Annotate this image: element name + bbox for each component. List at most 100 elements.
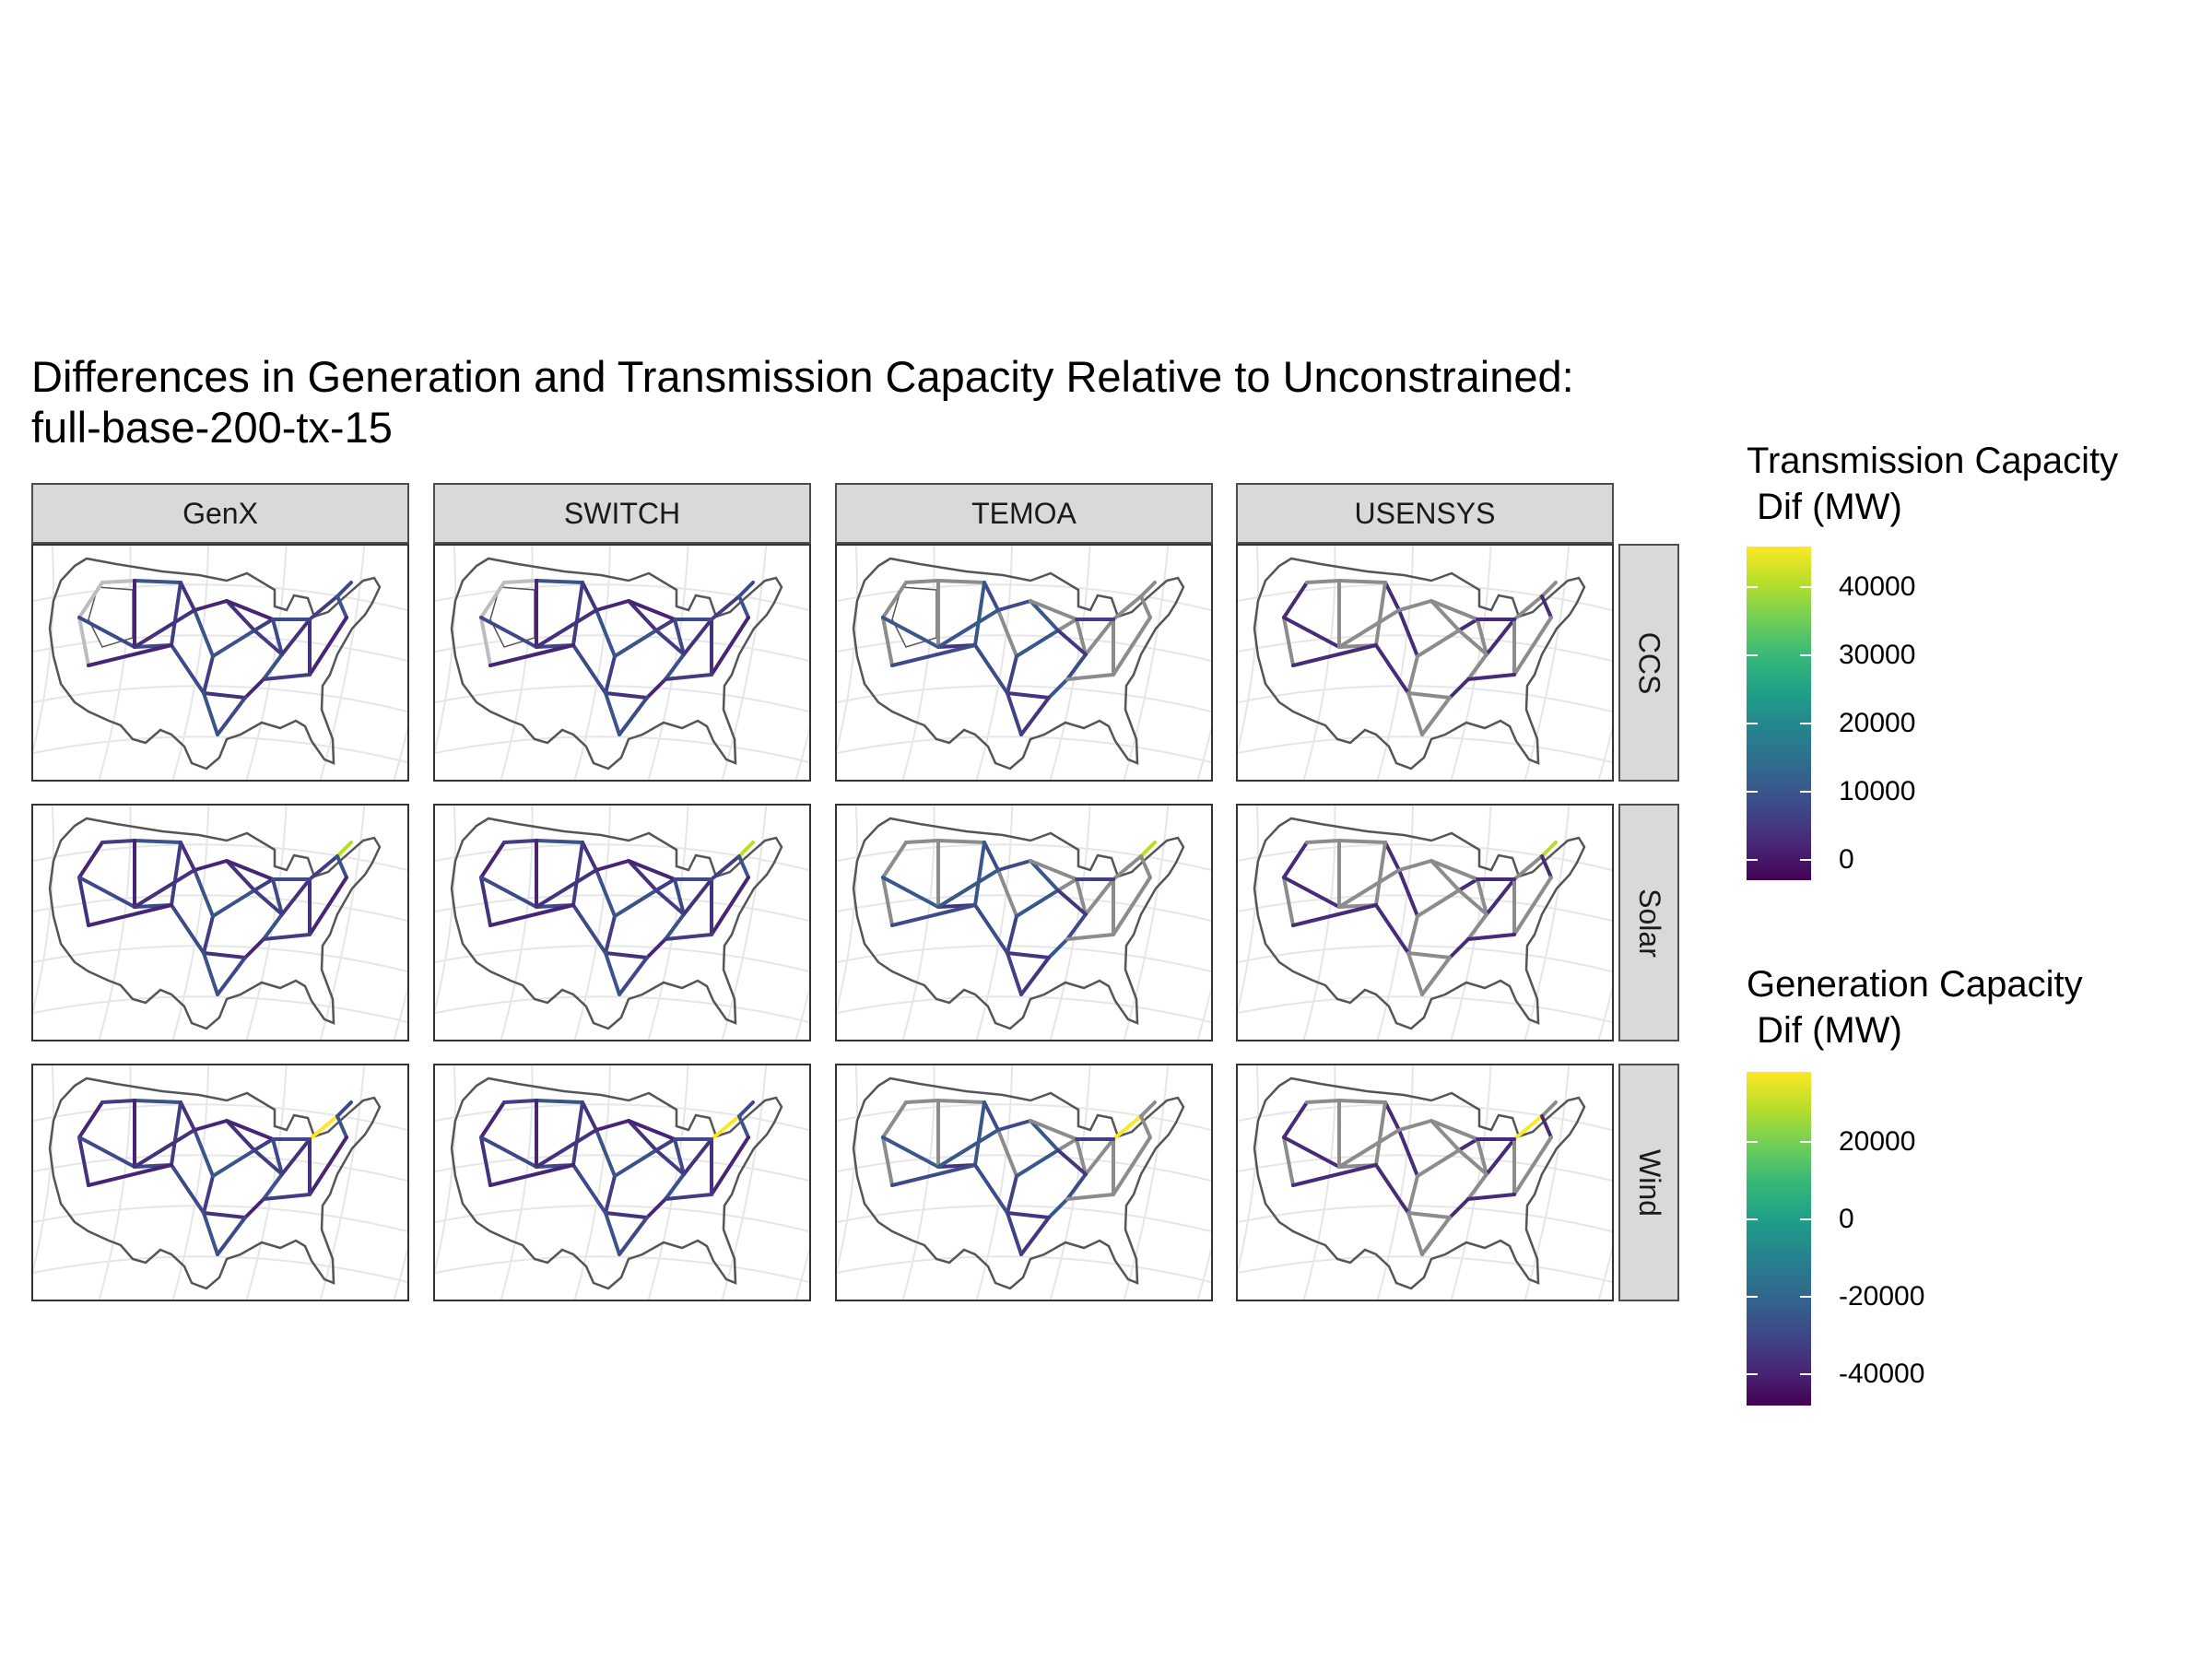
transmission-line [654, 888, 686, 916]
transmission-line [1397, 608, 1419, 658]
transmission-line [335, 581, 353, 598]
transmission-line [936, 608, 1000, 649]
transmission-line [280, 877, 312, 916]
transmission-line [1056, 877, 1078, 892]
transmission-line [1406, 691, 1424, 736]
graticule-line [1238, 583, 1612, 611]
graticule-line [837, 1205, 1211, 1232]
transmission-line [1406, 914, 1419, 955]
graticule-line [1196, 726, 1211, 780]
transmission-line [1374, 1100, 1387, 1167]
transmission-line [627, 1119, 658, 1152]
us-map [435, 806, 809, 1040]
transmission-line [1406, 1211, 1424, 1256]
transmission-line [1430, 1119, 1461, 1152]
transmission-line [1065, 912, 1088, 941]
transmission-line [1112, 594, 1143, 621]
transmission-line [881, 616, 940, 649]
transmission-line [1337, 579, 1387, 584]
generation-tick-label: 20000 [1839, 1125, 1916, 1157]
transmission-line [262, 1172, 284, 1201]
country-outline [1253, 1077, 1586, 1290]
transmission-line [627, 599, 658, 632]
generation-tick-mark [1747, 1296, 1758, 1299]
transmission-line [271, 618, 284, 656]
transmission-line [1075, 618, 1088, 656]
transmission-line [77, 616, 90, 667]
transmission-line [1430, 599, 1461, 632]
transmission-line [904, 579, 940, 584]
graticule-line [33, 843, 407, 871]
transmission-line [202, 951, 219, 996]
transmission-line [664, 933, 713, 941]
transmission-line [1112, 616, 1152, 677]
transmission-line [225, 1119, 275, 1141]
transmission-line [1056, 629, 1088, 656]
transmission-line [216, 956, 247, 996]
transmission-line [1006, 951, 1023, 996]
transmission-line [202, 654, 215, 695]
transmission-line [211, 888, 256, 918]
transmission-line [1457, 1137, 1479, 1152]
transmission-line [87, 643, 173, 667]
map-panel-genx-wind [31, 1064, 409, 1301]
transmission-line [170, 903, 206, 955]
transmission-line [502, 839, 538, 844]
map-panel-switch-wind [433, 1064, 811, 1301]
graticule-line [393, 726, 407, 780]
transmission-line [1457, 1148, 1488, 1176]
graticule-line [33, 685, 407, 712]
us-map [837, 1065, 1211, 1300]
transmission-line [996, 608, 1018, 658]
transmission-line [594, 868, 617, 918]
transmission-line [881, 581, 908, 619]
us-map [435, 1065, 809, 1300]
transmission-line [202, 1211, 247, 1219]
transmission-tick-mark [1800, 654, 1811, 657]
transmission-line [133, 868, 196, 909]
transmission-line [645, 1197, 667, 1219]
transmission-line [243, 937, 265, 959]
country-outline [450, 817, 783, 1030]
transmission-line [77, 1135, 136, 1169]
facet-strip-solar: Solar [1618, 804, 1679, 1041]
transmission-line [710, 1135, 750, 1196]
transmission-line [1084, 618, 1115, 656]
transmission-line [1282, 1135, 1341, 1169]
map-panel-switch-solar [433, 804, 811, 1041]
transmission-line [225, 599, 275, 621]
transmission-line [502, 1099, 538, 1104]
transmission-line [1448, 1197, 1470, 1219]
transmission-line [737, 841, 755, 858]
graticule-line [1123, 806, 1170, 1040]
transmission-line [1065, 653, 1088, 681]
transmission-line [1416, 629, 1461, 658]
graticule-line [837, 685, 1211, 712]
transmission-line [664, 1193, 713, 1201]
transmission-line [1282, 616, 1341, 649]
graticule-line [573, 546, 611, 780]
transmission-line [87, 903, 173, 927]
transmission-line [1015, 629, 1060, 658]
graticule-line [33, 945, 407, 972]
transmission-line [1430, 859, 1461, 892]
transmission-line [996, 859, 1032, 872]
transmission-line [1457, 888, 1488, 916]
graticule-line [837, 546, 858, 755]
us-map [837, 806, 1211, 1040]
graticule-line [837, 1255, 1211, 1283]
us-map [1238, 806, 1612, 1040]
transmission-line [1512, 876, 1553, 936]
transmission-line [335, 1100, 353, 1118]
transmission-line [77, 876, 90, 927]
graticule-line [837, 1154, 1211, 1182]
transmission-line [1139, 1114, 1152, 1139]
graticule-line [1376, 1065, 1414, 1300]
transmission-line [193, 868, 215, 918]
transmission-line [1139, 1100, 1157, 1118]
transmission-line [904, 839, 940, 844]
transmission-line [335, 854, 348, 879]
transmission-line [737, 594, 750, 619]
graticule-line [435, 634, 809, 662]
transmission-line [1291, 643, 1378, 667]
